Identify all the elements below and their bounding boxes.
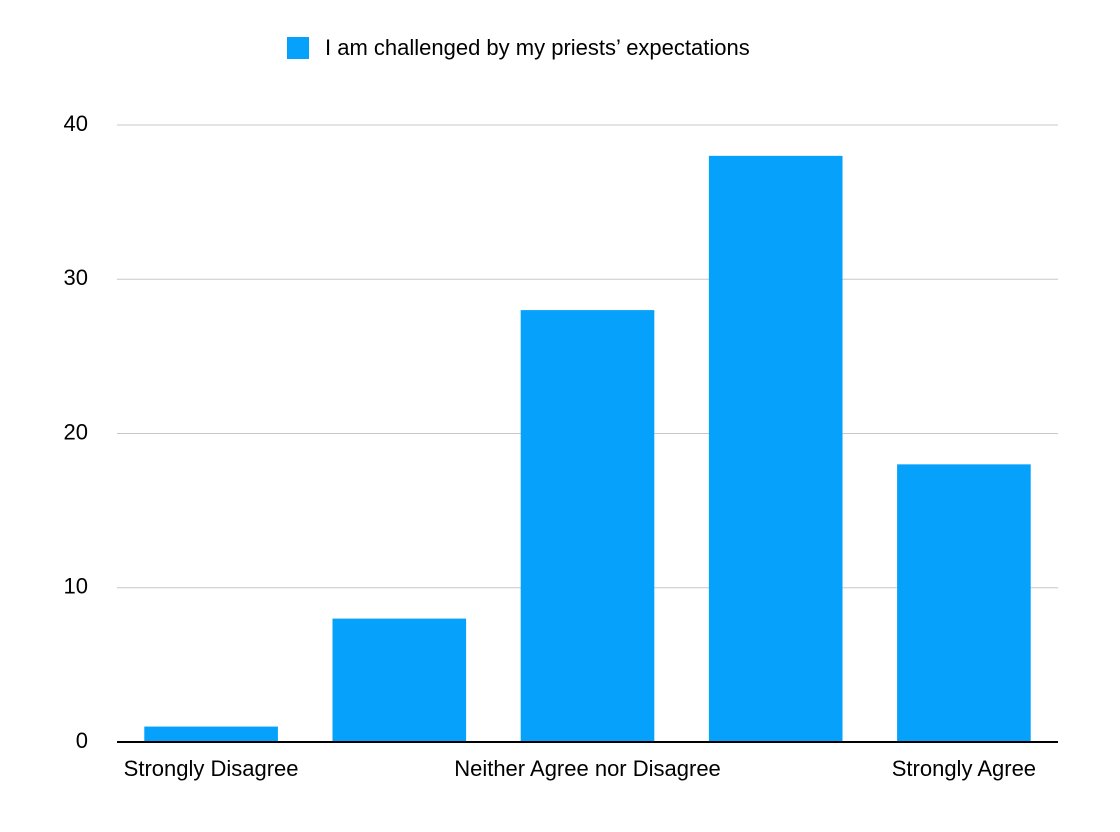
x-tick-label: Neither Agree nor Disagree	[454, 756, 721, 781]
bar	[520, 310, 655, 742]
legend-swatch	[287, 37, 309, 59]
bar	[708, 155, 843, 743]
y-tick-label: 10	[64, 574, 88, 599]
bar	[332, 618, 467, 742]
bar	[897, 464, 1031, 742]
y-tick-label: 0	[76, 728, 88, 753]
x-tick-label: Strongly Agree	[892, 756, 1036, 781]
x-tick-label: Strongly Disagree	[124, 756, 299, 781]
y-tick-label: 30	[64, 265, 88, 290]
bar	[144, 726, 278, 742]
y-tick-label: 20	[64, 419, 88, 444]
legend-label: I am challenged by my priests’ expectati…	[325, 35, 750, 60]
y-tick-label: 40	[64, 111, 88, 136]
